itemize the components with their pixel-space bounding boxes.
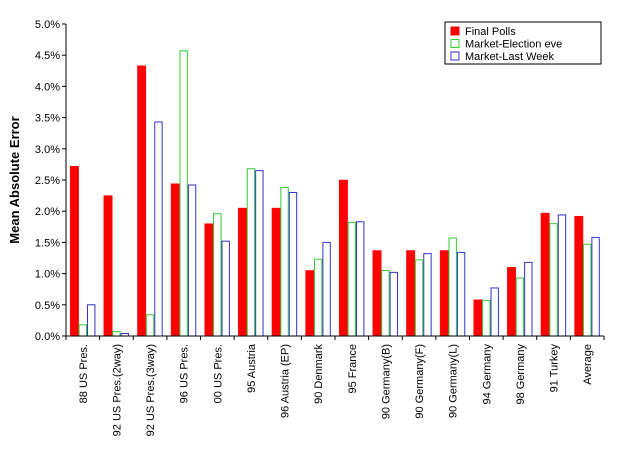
- x-tick-label: 96 Austria (EP): [280, 344, 292, 418]
- bar-market-last-week: [288, 191, 298, 337]
- bar-market-election-eve: [347, 221, 357, 337]
- legend-label: Final Polls: [465, 26, 516, 38]
- bar-market-election-eve: [246, 168, 256, 337]
- y-tick-label: 2.0%: [35, 206, 60, 218]
- y-tick-label: 0.5%: [35, 300, 60, 312]
- legend-swatch: [450, 51, 460, 61]
- bar-market-last-week: [591, 236, 600, 337]
- x-tick-label: 90 Denmark: [313, 344, 325, 404]
- bar-market-election-eve: [515, 277, 525, 337]
- bar-market-last-week: [524, 261, 533, 337]
- bar-final-polls: [473, 299, 483, 337]
- bar-market-last-week: [255, 170, 264, 337]
- bar-market-election-eve: [448, 237, 457, 337]
- x-tick-label: 00 US Pres.: [212, 344, 224, 403]
- bar-final-polls: [305, 270, 315, 337]
- y-tick-label: 4.0%: [35, 81, 60, 93]
- bar-final-polls: [507, 267, 516, 337]
- x-tick-label: 92 US Pres.(2way): [111, 344, 123, 436]
- y-tick-label: 2.5%: [35, 175, 60, 187]
- y-tick-label: 3.5%: [35, 113, 60, 125]
- y-axis: 0.0% 0.5% 1.0% 1.5% 2.0% 2.5% 3.0% 3.5% 4.0% 4.5%…: [35, 19, 67, 343]
- legend-label: Market-Last Week: [465, 51, 555, 63]
- bar-market-election-eve: [112, 331, 121, 337]
- x-tick-label: Average: [582, 344, 594, 385]
- legend-swatch: [450, 39, 460, 48]
- x-tick-label: 96 US Pres.: [179, 344, 191, 403]
- bar-market-election-eve: [280, 186, 289, 337]
- bar-market-election-eve: [179, 50, 188, 337]
- bar-final-polls: [338, 179, 348, 337]
- bar-final-polls: [170, 183, 180, 337]
- legend-box: [444, 21, 602, 65]
- bar-market-last-week: [557, 214, 567, 337]
- x-tick-label: 90 Germany(F): [414, 344, 426, 419]
- bar-final-polls: [69, 166, 79, 337]
- y-axis-label: Mean Absolute Error: [7, 116, 22, 243]
- bar-market-last-week: [456, 251, 466, 337]
- bar-final-polls: [204, 223, 214, 337]
- bar-final-polls: [439, 250, 449, 337]
- bar-market-last-week: [87, 304, 96, 337]
- x-tick-label: 95 France: [347, 344, 359, 394]
- bar-final-polls: [238, 207, 247, 337]
- bar-final-polls: [574, 215, 584, 337]
- bar-market-election-eve: [482, 299, 491, 337]
- x-tick-label: 91 Turkey: [549, 344, 561, 393]
- bar-market-last-week: [322, 241, 331, 337]
- bar-market-last-week: [389, 271, 399, 337]
- bar-final-polls: [137, 65, 147, 337]
- bar-market-last-week: [356, 221, 365, 337]
- legend-label: Market-Election eve: [465, 39, 562, 51]
- y-tick-label: 5.0%: [35, 19, 60, 31]
- legend-swatch: [450, 26, 460, 36]
- bar-market-election-eve: [213, 213, 222, 337]
- bar-market-election-eve: [313, 258, 323, 337]
- x-tick-label: 88 US Pres.: [78, 344, 90, 403]
- bar-market-election-eve: [582, 243, 592, 337]
- bar-market-election-eve: [414, 259, 424, 337]
- bar-market-last-week: [154, 121, 163, 337]
- bar-market-election-eve: [381, 269, 390, 337]
- bar-market-election-eve: [549, 223, 558, 337]
- bar-market-last-week: [490, 287, 499, 337]
- bar-final-polls: [103, 195, 113, 337]
- x-tick-label: 92 US Pres.(3way): [145, 344, 157, 436]
- y-tick-label: 4.5%: [35, 50, 60, 62]
- x-tick-label: 94 Germany: [481, 344, 493, 405]
- bars: [69, 50, 600, 337]
- bar-market-last-week: [187, 184, 197, 337]
- y-tick-label: 3.0%: [35, 144, 60, 156]
- y-tick-label: 1.0%: [35, 269, 60, 281]
- bar-market-election-eve: [78, 324, 88, 337]
- bar-market-last-week: [221, 240, 230, 337]
- y-tick-label: 1.5%: [35, 237, 60, 249]
- y-tick-label: 0.0%: [35, 331, 60, 343]
- bar-market-election-eve: [145, 314, 155, 337]
- bar-final-polls: [406, 250, 416, 337]
- x-tick-label: 98 Germany: [515, 344, 527, 405]
- bar-market-last-week: [423, 253, 432, 337]
- bar-final-polls: [372, 250, 382, 337]
- x-axis: 88 US Pres. 92 US Pres.(2way) 92 US Pres.(…: [65, 335, 605, 436]
- bar-final-polls: [271, 207, 281, 337]
- bar-final-polls: [540, 212, 550, 337]
- x-tick-label: 90 Germany(L): [448, 344, 460, 418]
- x-tick-label: 90 Germany(B): [380, 344, 392, 419]
- x-tick-label: 95 Austria: [246, 343, 258, 393]
